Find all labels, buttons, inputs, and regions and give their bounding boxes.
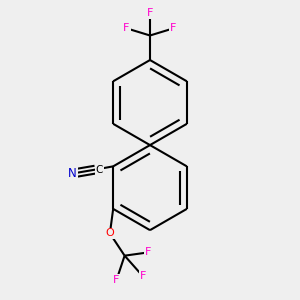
Text: N: N xyxy=(68,167,76,180)
Text: F: F xyxy=(113,275,120,285)
Text: F: F xyxy=(123,23,130,33)
Text: F: F xyxy=(170,23,177,33)
Text: O: O xyxy=(106,228,114,239)
Text: F: F xyxy=(140,271,146,281)
Text: C: C xyxy=(95,165,103,175)
Text: F: F xyxy=(145,248,152,257)
Text: F: F xyxy=(147,8,153,18)
